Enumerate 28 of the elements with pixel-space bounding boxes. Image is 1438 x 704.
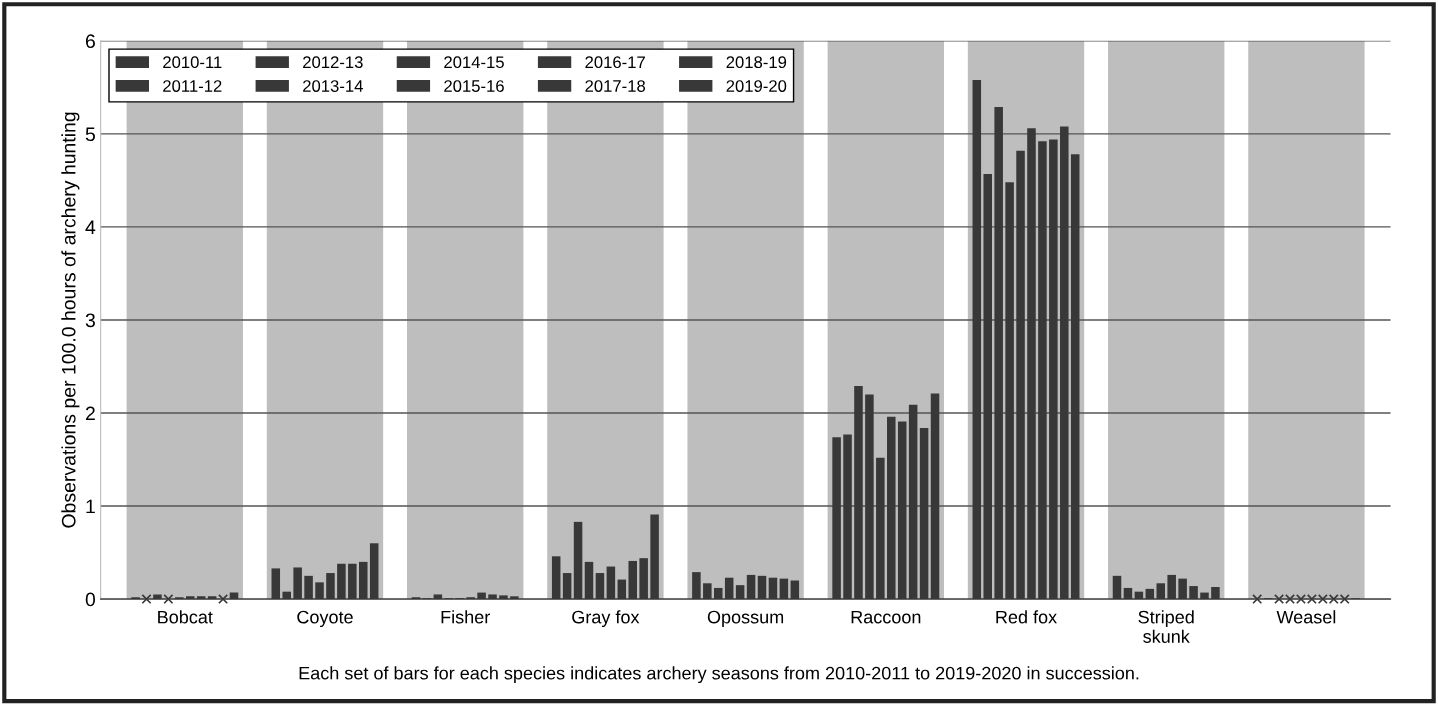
y-tick-label: 3 [85,313,95,328]
legend-label: 2011-12 [163,80,222,92]
legend-label: 2012-13 [303,56,363,69]
legend-label: 2018-19 [726,56,787,69]
x-tick-label: Coyote [297,610,353,628]
legend-label: 2016-17 [585,56,645,69]
y-tick-label: 5 [85,127,95,142]
x-tick-label: Gray fox [572,610,640,628]
x-tick-label: Raccoon [851,610,921,624]
x-tick-label: Fisher [441,610,490,624]
y-tick-label: 4 [85,220,96,234]
x-tick-label: Weasel [1276,610,1336,624]
x-tick-label: Red fox [996,610,1057,624]
x-tick-label: Striped skunk [1138,610,1194,643]
legend-label: 2010-11 [163,56,222,69]
legend-label: 2013-14 [303,80,363,92]
legend-label: 2015-16 [444,80,504,92]
y-tick-label: 6 [85,34,95,49]
y-tick-label: 0 [85,592,96,607]
y-axis-title: Observations per 100.0 hours of archery hunting [61,112,80,528]
x-tick-label: Bobcat [158,610,213,624]
text: Each set of bars for each species indicates archery seasons from 2010-2011 to 2019-2020 in succession. [299,666,1139,684]
y-tick-label: 2 [85,406,95,421]
legend-label: 2014-15 [444,56,504,69]
y-tick-label: 1 [86,499,95,514]
x-tick-label: Opossum [707,610,784,628]
legend-label: 2019-20 [726,80,787,92]
legend-label: 2017-18 [585,80,646,92]
